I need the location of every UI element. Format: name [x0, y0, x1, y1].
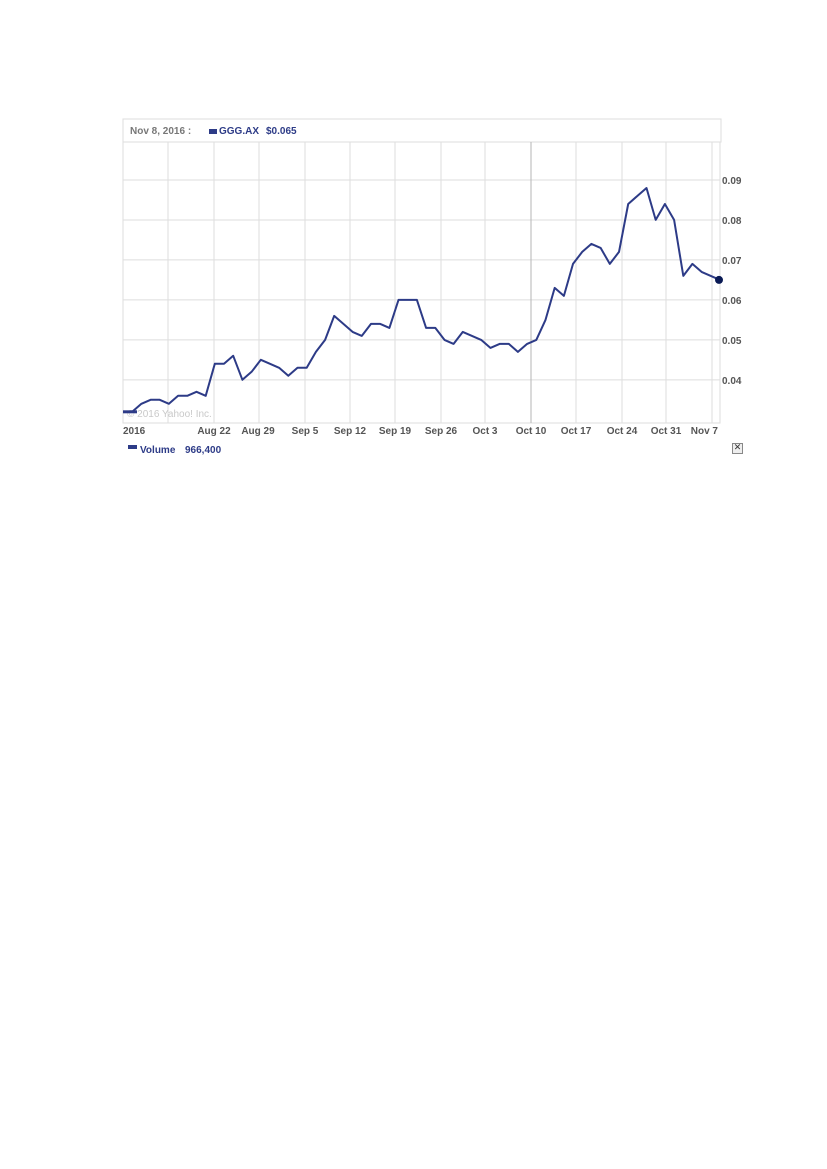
y-tick-label: 0.09 — [722, 176, 742, 187]
plot-frame — [122, 141, 721, 424]
y-tick-label: 0.08 — [722, 216, 742, 227]
x-tick-label: Oct 3 — [472, 426, 497, 437]
y-axis-labels: 0.04 0.05 0.06 0.07 0.08 0.09 — [722, 176, 742, 387]
close-volume-button[interactable]: ✕ — [732, 443, 743, 454]
header-symbol: GGG.AX — [219, 126, 259, 137]
x-tick-label: Sep 5 — [292, 426, 319, 437]
x-tick-label: Aug 29 — [241, 426, 275, 437]
x-tick-label: Sep 12 — [334, 426, 367, 437]
start-marker — [123, 410, 137, 414]
y-tick-label: 0.06 — [722, 296, 742, 307]
last-point-marker — [715, 275, 723, 284]
x-tick-label: Sep 26 — [425, 426, 458, 437]
header-date: Nov 8, 2016 : — [130, 126, 191, 137]
x-axis-labels: 2016 Aug 22 Aug 29 Sep 5 Sep 12 Sep 19 Sep 26 O… — [123, 426, 718, 437]
stock-chart: Nov 8, 2016 : GGG.AX $0.065 0.04 0.05 0.06… — [122, 118, 743, 457]
volume-value: 966,400 — [185, 445, 222, 456]
y-tick-label: 0.04 — [722, 376, 742, 387]
x-tick-label: 2016 — [123, 426, 146, 437]
copyright-text: © 2016 Yahoo! Inc. — [127, 409, 212, 420]
header-price: $0.065 — [266, 126, 297, 137]
chart-svg: Nov 8, 2016 : GGG.AX $0.065 0.04 0.05 0.06… — [122, 118, 742, 456]
close-icon: ✕ — [733, 443, 742, 453]
volume-label: Volume — [140, 445, 176, 456]
x-tick-label: Oct 24 — [607, 426, 638, 437]
y-tick-label: 0.05 — [722, 336, 742, 347]
x-tick-label: Sep 19 — [379, 426, 412, 437]
x-tick-label: Oct 17 — [561, 426, 592, 437]
series-layer — [123, 187, 723, 414]
volume-swatch — [128, 445, 137, 449]
x-tick-label: Oct 10 — [516, 426, 547, 437]
price-line — [123, 187, 721, 413]
x-tick-label: Oct 31 — [651, 426, 682, 437]
x-tick-label: Nov 7 — [691, 426, 719, 437]
y-tick-label: 0.07 — [722, 256, 742, 267]
grid-layer — [122, 141, 721, 424]
x-tick-label: Aug 22 — [197, 426, 231, 437]
series-swatch — [209, 129, 217, 134]
